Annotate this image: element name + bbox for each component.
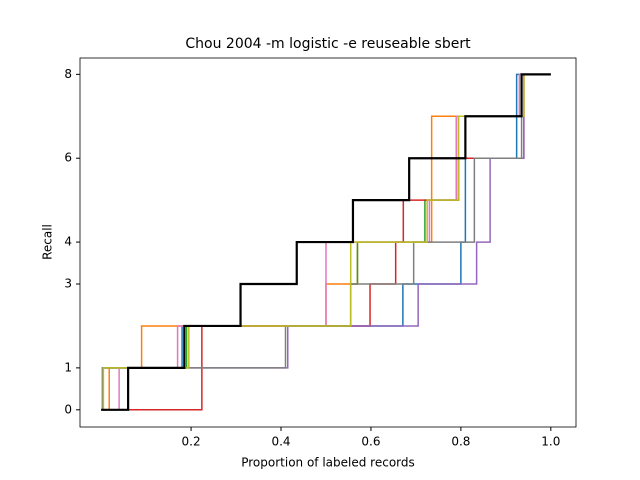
y-tick-label: 3	[64, 277, 72, 291]
y-tick-label: 4	[64, 235, 72, 249]
x-axis-label: Proportion of labeled records	[241, 456, 415, 470]
chart-title: Chou 2004 -m logistic -e reuseable sbert	[185, 36, 471, 52]
y-tick-label: 0	[64, 402, 72, 416]
x-tick-label: 0.8	[451, 435, 470, 449]
x-tick-label: 0.6	[361, 435, 380, 449]
step-line	[101, 73, 551, 411]
x-tick-label: 0.2	[182, 435, 201, 449]
x-tick-label: 0.4	[271, 435, 290, 449]
x-tick-label: 1.0	[541, 435, 560, 449]
y-tick-label: 6	[64, 151, 72, 165]
y-axis-label: Recall	[41, 224, 55, 260]
y-tick-label: 1	[64, 360, 72, 374]
y-tick-label: 8	[64, 67, 72, 81]
plot-frame	[79, 57, 577, 428]
